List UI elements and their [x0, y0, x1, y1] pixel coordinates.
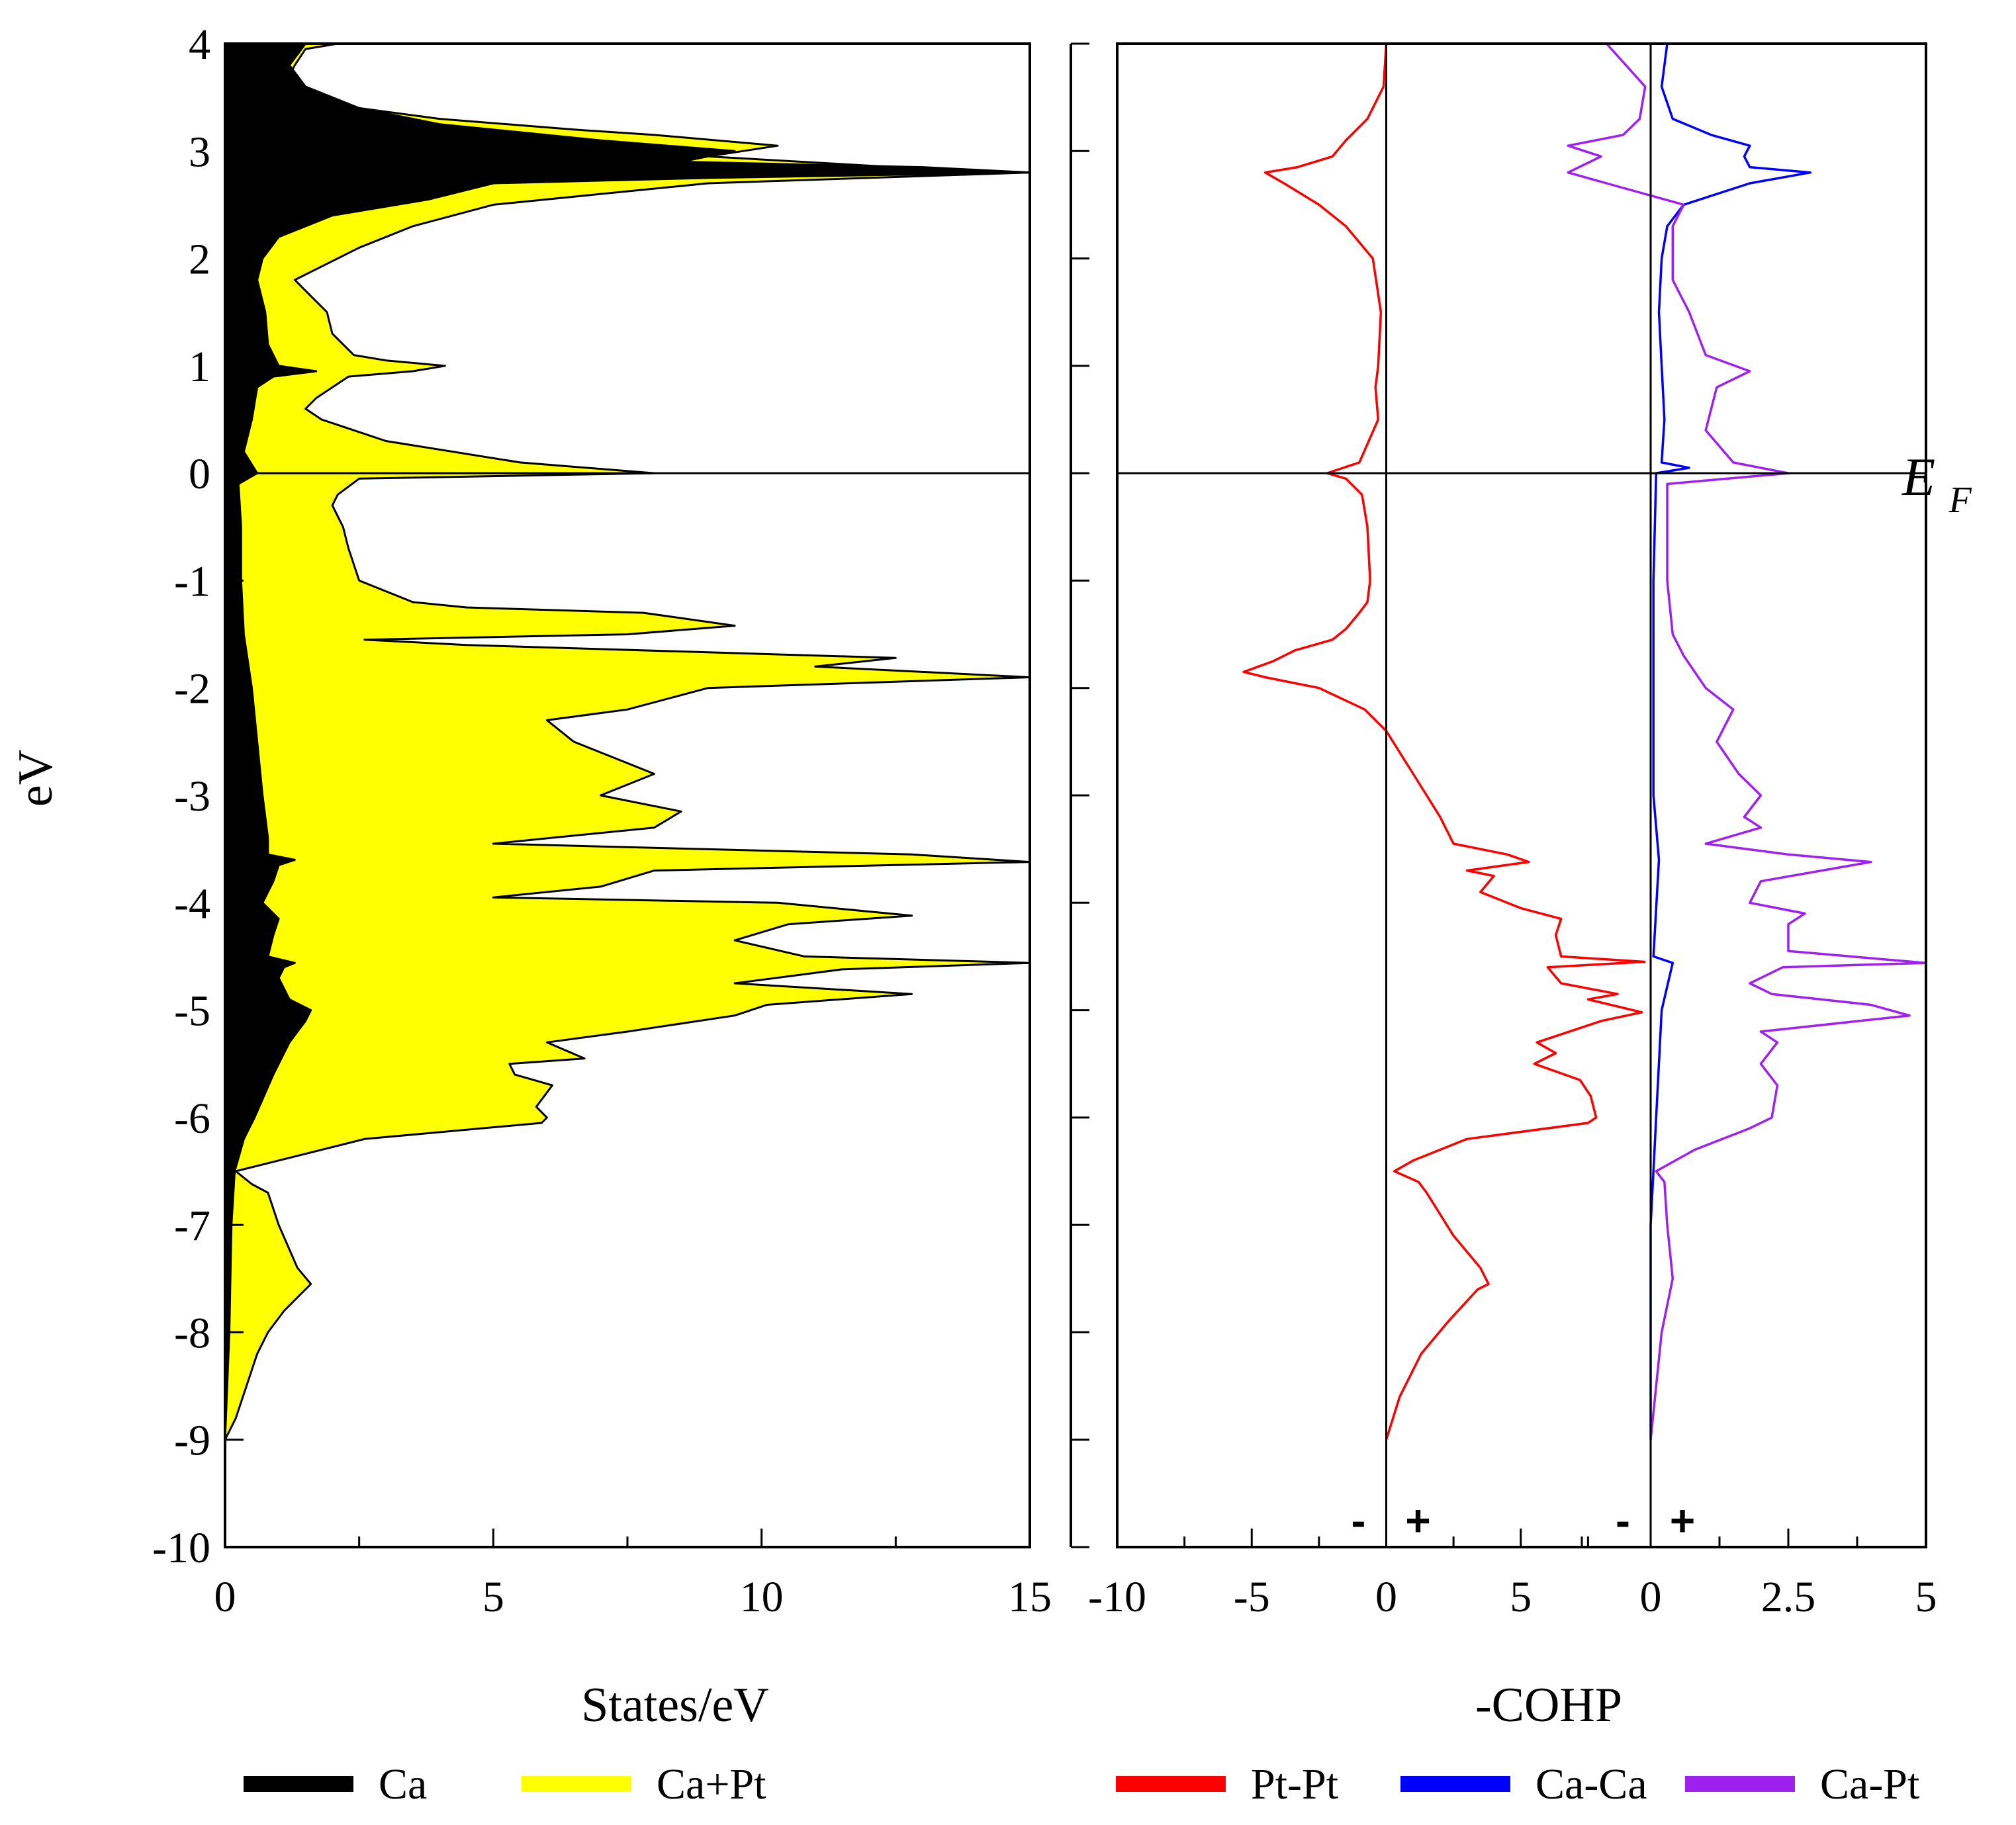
dos-area-ca — [224, 42, 1031, 1441]
cohp-line-ca-ca — [1649, 43, 1812, 1440]
dos-x-ticks: 0 5 10 15 — [214, 1529, 1052, 1621]
cohp-x-tick-label: -10 — [1088, 1573, 1146, 1621]
cohp-minus-sign: - — [1352, 1495, 1366, 1544]
legend-swatch-pt-pt — [1116, 1776, 1226, 1792]
dos-x-axis-title: States/eV — [581, 1678, 769, 1732]
dos-legend: Ca Ca+Pt — [244, 1760, 766, 1808]
cohp-x-axis-title: -COHP — [1475, 1678, 1622, 1732]
cohp-line-ca-pt — [1567, 42, 1927, 1440]
fermi-level-label: E F — [1901, 447, 1972, 521]
cohp-x-tick-label: 2.5 — [1761, 1573, 1816, 1621]
dos-y-axis-title: eV — [9, 750, 63, 807]
dos-y-tick-label: -7 — [174, 1202, 210, 1250]
cohp-plus-sign: + — [1405, 1495, 1431, 1544]
cohp-y-ticks — [1070, 42, 1089, 1548]
dos-y-tick-label: -4 — [174, 879, 210, 928]
cohp-x-tick-label: -5 — [1234, 1573, 1270, 1621]
dos-x-tick-label: 15 — [1008, 1573, 1052, 1621]
dos-y-tick-label: -8 — [174, 1309, 210, 1357]
cohp-x-tick-label: 5 — [1915, 1573, 1937, 1621]
cohp-legend: Pt-Pt Ca-Ca Ca-Pt — [1116, 1760, 1919, 1808]
legend-swatch-ca-pt — [522, 1776, 631, 1792]
legend-swatch-ca — [244, 1776, 353, 1792]
dos-y-tick-label: 1 — [189, 343, 210, 391]
legend-label-ca: Ca — [379, 1760, 427, 1808]
legend-label-ca-pt: Ca-Pt — [1820, 1760, 1919, 1808]
legend-label-ca-pt: Ca+Pt — [657, 1760, 766, 1808]
dos-y-tick-label: 4 — [189, 21, 210, 69]
dos-y-tick-label: 2 — [189, 236, 210, 284]
cohp-panel: -10 -5 0 5 0 2.5 5 - + - + -COHP E F — [1070, 42, 1972, 1732]
dos-y-tick-label: -6 — [174, 1094, 210, 1143]
dos-y-ticks: 4 3 2 1 0 -1 -2 -3 -4 -5 -6 -7 -8 -9 -10 — [152, 21, 244, 1572]
dos-x-tick-label: 0 — [214, 1573, 236, 1621]
dos-y-tick-label: 3 — [189, 128, 210, 176]
cohp-line-pt-pt — [1242, 43, 1646, 1441]
legend-label-pt-pt: Pt-Pt — [1251, 1760, 1338, 1808]
dos-y-tick-label: 0 — [189, 450, 210, 498]
cohp-x-tick-label: 0 — [1640, 1573, 1662, 1621]
cohp-x-tick-label: 0 — [1375, 1573, 1397, 1621]
dos-y-tick-label: -1 — [174, 557, 210, 605]
dos-x-tick-label: 10 — [740, 1573, 784, 1621]
cohp-x-tick-label: 5 — [1510, 1573, 1532, 1621]
dos-y-tick-label: -5 — [174, 987, 210, 1036]
legend-swatch-ca-pt — [1685, 1776, 1795, 1792]
fermi-label-sub: F — [1948, 480, 1972, 521]
legend-swatch-ca-ca — [1400, 1776, 1510, 1792]
dos-y-tick-label: -9 — [174, 1417, 210, 1465]
dos-x-tick-label: 5 — [482, 1573, 504, 1621]
dos-y-tick-label: -2 — [174, 665, 210, 713]
cohp-lines — [1242, 42, 1927, 1441]
legend-label-ca-ca: Ca-Ca — [1535, 1760, 1647, 1808]
cohp-plus-sign: + — [1670, 1495, 1696, 1544]
cohp-sign-markers: - + - + — [1352, 1495, 1696, 1544]
dos-y-tick-label: -3 — [174, 772, 210, 821]
fermi-label-main: E — [1901, 447, 1935, 507]
dos-y-tick-label: -10 — [152, 1524, 210, 1572]
cohp-minus-sign: - — [1616, 1495, 1630, 1544]
cohp-x-ticks: -10 -5 0 5 0 2.5 5 — [1088, 1529, 1937, 1621]
